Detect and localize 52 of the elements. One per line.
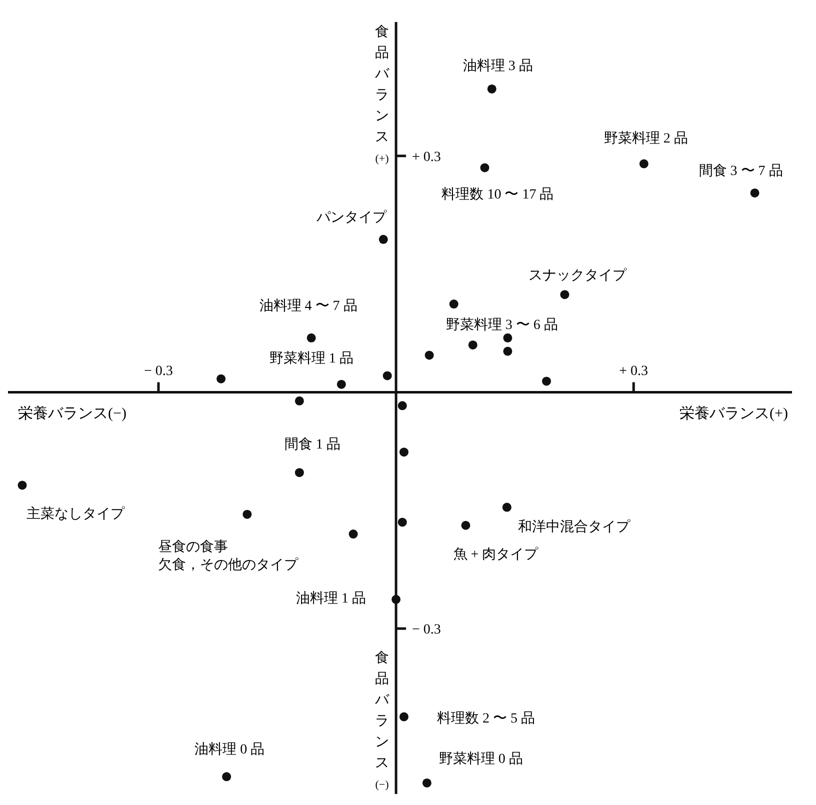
annotation: 野菜料理 1 品 <box>269 350 354 366</box>
point <box>502 502 512 512</box>
x-axis-title: 栄養バランス(+) <box>680 405 788 422</box>
annotation: 料理数 10 〜 17 品 <box>442 186 554 203</box>
point <box>18 480 27 490</box>
annotation: パンタイプ <box>315 209 388 226</box>
point <box>750 188 760 198</box>
point <box>449 300 458 309</box>
annotation: 野菜料理 0 品 <box>438 750 523 767</box>
point <box>399 712 408 722</box>
annotation: 野菜料理 3 〜 6 品 <box>446 316 558 333</box>
annotation: 野菜料理 2 品 <box>604 130 688 147</box>
point <box>480 163 490 172</box>
annotation: 食品バランス(−) <box>374 650 390 791</box>
point <box>294 468 304 478</box>
annotation: スナックタイプ <box>528 267 628 284</box>
annotation: 油料理 3 品 <box>462 58 533 74</box>
point <box>468 340 478 350</box>
annotation: 昼食の食事欠食，その他のタイプ <box>158 538 300 574</box>
point <box>487 84 496 94</box>
point <box>382 371 392 380</box>
annotation: 油料理 4 〜 7 品 <box>259 298 358 314</box>
point <box>348 530 358 539</box>
annotation: 主菜なしタイプ <box>26 506 126 522</box>
point <box>294 396 304 406</box>
annotation: 間食 1 品 <box>284 436 340 452</box>
annotation: 間食 3 〜 7 品 <box>698 162 783 179</box>
annotation: 和洋中混合タイプ <box>518 519 631 536</box>
point <box>398 518 407 527</box>
point <box>378 234 388 244</box>
point <box>560 290 570 300</box>
point <box>336 380 346 389</box>
annotation: 油料理 0 品 <box>194 742 265 758</box>
point <box>542 376 552 386</box>
point <box>398 401 407 410</box>
point <box>399 448 408 457</box>
y-axis-title: 食品バランス(+) <box>374 24 390 165</box>
annotation: 油料理 1 品 <box>296 590 366 606</box>
point <box>639 159 648 168</box>
point <box>222 772 232 782</box>
annotation: 魚 + 肉タイプ <box>453 546 540 562</box>
point <box>461 520 470 530</box>
annotation: 料理数 2 〜 5 品 <box>436 710 535 727</box>
point <box>503 346 512 356</box>
point <box>424 350 434 360</box>
point <box>306 333 316 342</box>
point <box>216 374 226 384</box>
point <box>422 778 432 788</box>
point <box>242 510 252 519</box>
point <box>392 594 401 604</box>
point <box>503 333 512 342</box>
annotation: 栄養バランス(−) <box>18 405 126 422</box>
